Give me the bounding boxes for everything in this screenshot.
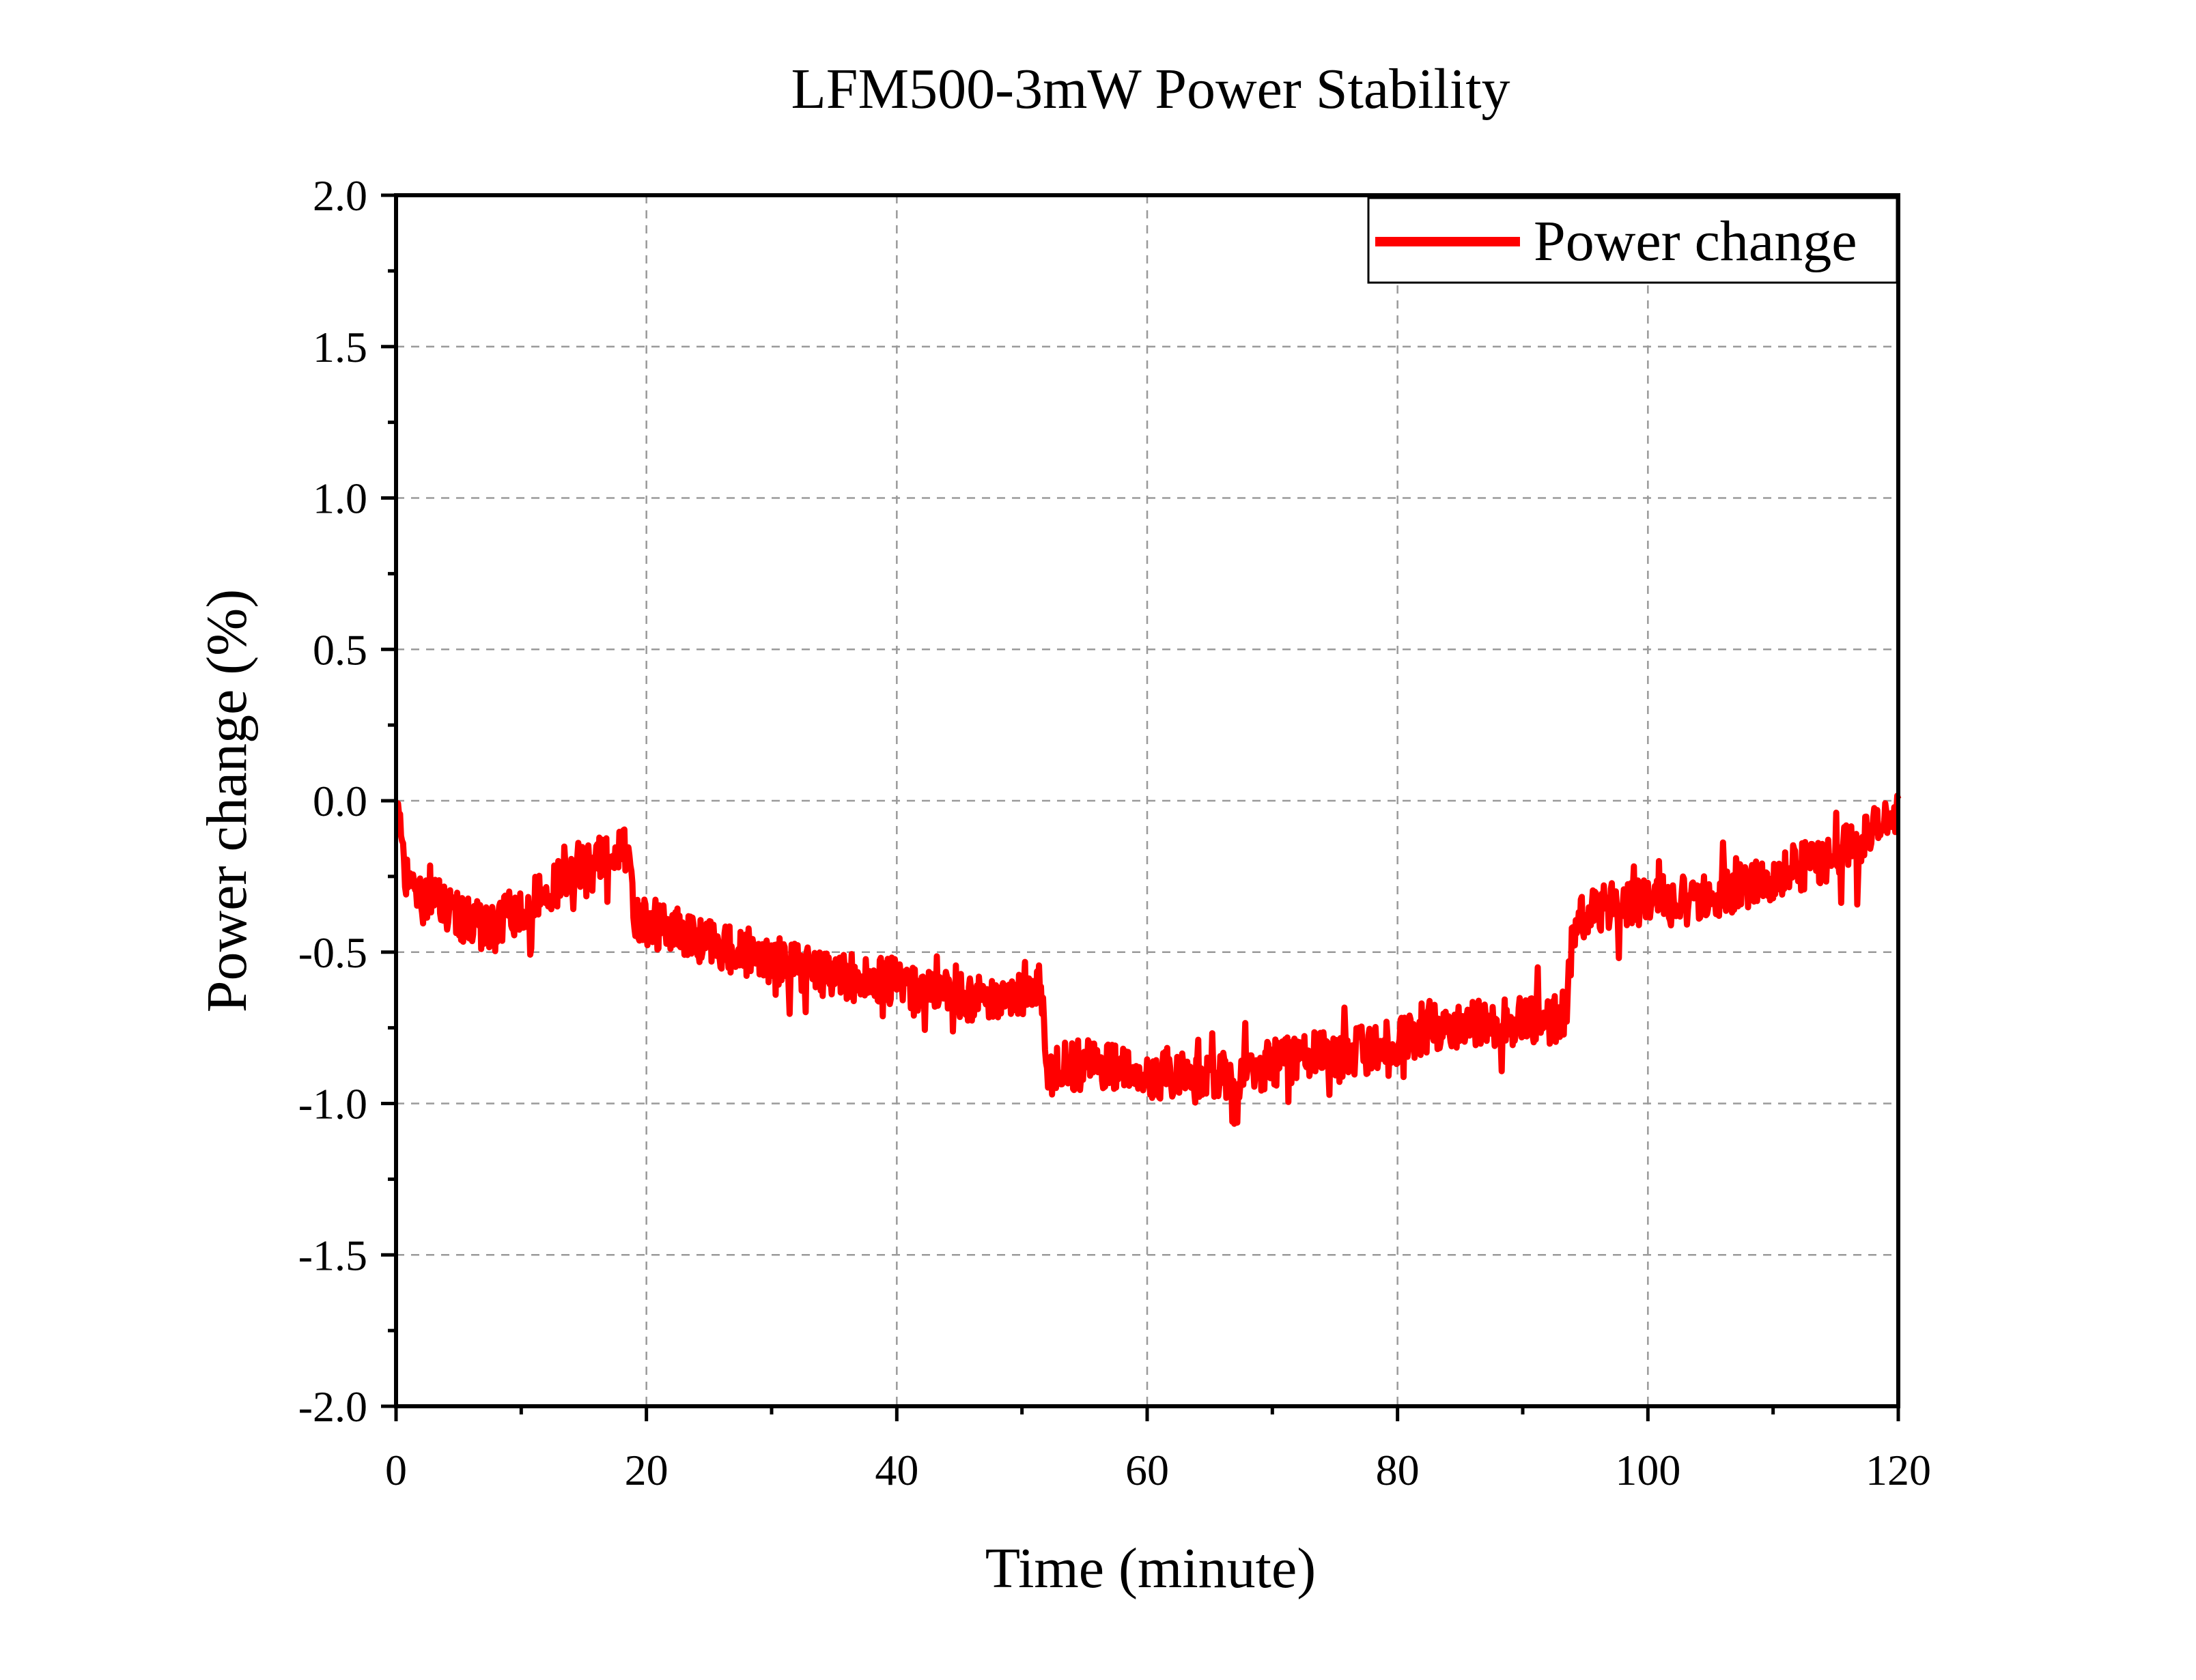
y-tick-label: -1.5 — [298, 1231, 367, 1279]
x-tick-label: 0 — [385, 1446, 407, 1494]
x-tick-label: 100 — [1615, 1446, 1680, 1494]
y-axis-label: Power change (%) — [195, 589, 259, 1012]
x-tick-label: 40 — [875, 1446, 918, 1494]
legend-label: Power change — [1534, 210, 1857, 273]
x-tick-labels: 0 20 40 60 80 100 120 — [385, 1446, 1931, 1494]
grid-lines — [396, 195, 1898, 1406]
series-layer — [394, 793, 1902, 1127]
x-tick-label: 20 — [625, 1446, 668, 1494]
chart-title: LFM500-3mW Power Stability — [791, 57, 1510, 121]
y-tick-label: 0.0 — [313, 777, 367, 825]
y-tick-label: -0.5 — [298, 928, 367, 977]
x-tick-label: 120 — [1866, 1446, 1931, 1494]
x-axis-label: Time (minute) — [985, 1537, 1317, 1600]
x-tick-label: 60 — [1125, 1446, 1169, 1494]
series-line-0 — [394, 793, 1902, 1127]
legend: Power change — [1367, 197, 1898, 284]
y-tick-labels: 2.0 1.5 1.0 0.5 0.0 -0.5 -1.0 -1.5 -2.0 — [298, 171, 367, 1431]
y-tick-label: -2.0 — [298, 1382, 367, 1431]
y-tick-label: 1.5 — [313, 323, 367, 371]
y-tick-label: 1.0 — [313, 474, 367, 523]
y-tick-label: -1.0 — [298, 1080, 367, 1128]
y-tick-label: 2.0 — [313, 171, 367, 220]
x-tick-label: 80 — [1376, 1446, 1420, 1494]
axis-ticks — [381, 193, 1900, 1421]
y-tick-label: 0.5 — [313, 625, 367, 674]
